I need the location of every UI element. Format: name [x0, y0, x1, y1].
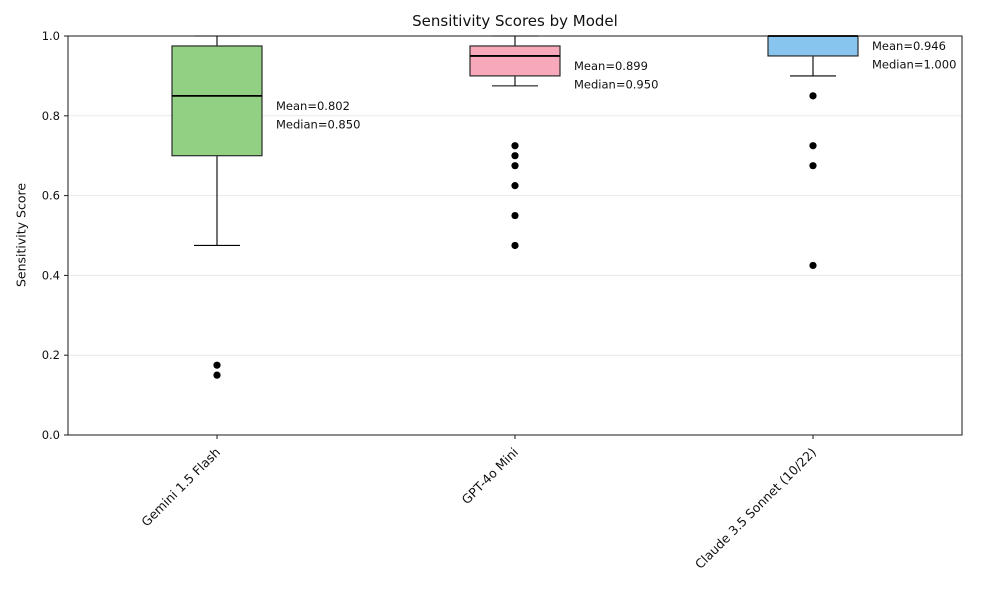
- outlier-point: [511, 182, 519, 190]
- x-axis: Gemini 1.5 Flash GPT-4o Mini Claude 3.5 So…: [138, 435, 819, 572]
- outlier-point: [809, 142, 817, 150]
- outlier-point: [511, 241, 519, 250]
- outlier-point: [511, 162, 519, 170]
- chart-title: Sensitivity Scores by Model: [412, 12, 618, 30]
- y-tick-label: 0.8: [42, 109, 60, 123]
- outlier-point: [809, 92, 817, 100]
- outlier-point: [511, 211, 519, 220]
- y-tick-label: 0.0: [42, 428, 60, 442]
- annotation-mean: Mean=0.946: [872, 39, 946, 53]
- outlier-point: [213, 371, 221, 379]
- iqr-box: [171, 45, 263, 157]
- outlier-point: [809, 162, 817, 170]
- box-group-gemini-1-5-flash: Mean=0.802 Median=0.850: [171, 35, 360, 379]
- y-tick-label: 0.2: [42, 348, 60, 362]
- x-tick-label-gemini-1-5-flash: Gemini 1.5 Flash: [138, 445, 223, 530]
- y-tick-label: 0.4: [42, 268, 60, 282]
- annotation-mean: Mean=0.802: [276, 99, 350, 113]
- annotation-mean: Mean=0.899: [574, 59, 648, 73]
- x-tick-label-claude-3-5-sonnet-10-22: Claude 3.5 Sonnet (10/22): [692, 445, 819, 572]
- y-axis: 0.0 0.2 0.4 0.6 0.8 1.0: [42, 29, 68, 442]
- box-group-claude-3-5-sonnet-10-22: Mean=0.946 Median=1.000: [767, 35, 956, 270]
- annotation-median: Median=0.850: [276, 117, 360, 131]
- iqr-box: [469, 45, 561, 77]
- outlier-point: [809, 261, 817, 270]
- iqr-box: [767, 35, 859, 57]
- outlier-point: [511, 152, 519, 160]
- outlier-point: [511, 142, 519, 150]
- y-tick-label: 1.0: [42, 29, 60, 43]
- annotation-median: Median=0.950: [574, 77, 658, 91]
- box-group-gpt-4o-mini: Mean=0.899 Median=0.950: [469, 35, 658, 250]
- outlier-point: [213, 361, 221, 369]
- annotation-median: Median=1.000: [872, 58, 956, 72]
- x-tick-label-gpt-4o-mini: GPT-4o Mini: [459, 445, 522, 508]
- y-tick-label: 0.6: [42, 189, 60, 203]
